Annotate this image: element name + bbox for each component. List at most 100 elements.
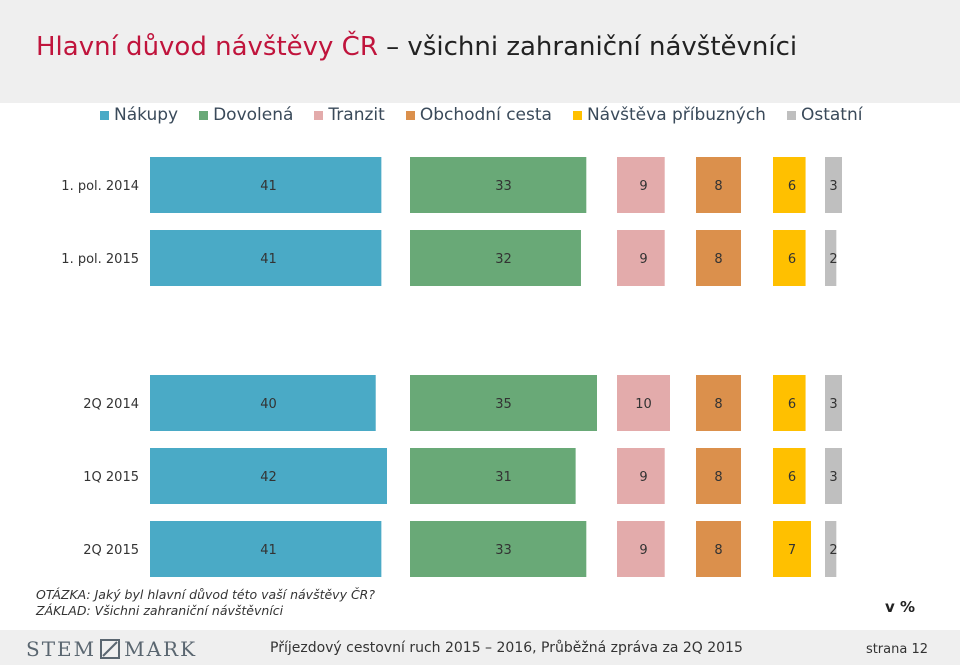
data-label: 9: [639, 543, 647, 558]
data-label: 6: [788, 179, 796, 194]
bar-ostatni: [825, 157, 842, 213]
bar-navsteva-pribuznych: [773, 521, 811, 577]
data-label: 40: [260, 397, 277, 412]
category-label: 1. pol. 2015: [61, 252, 139, 267]
category-label: 2Q 2015: [83, 543, 139, 558]
report-footer-text: Příjezdový cestovní ruch 2015 – 2016, Pr…: [270, 640, 743, 656]
bar-nakupy: [150, 448, 387, 504]
data-label: 41: [260, 252, 277, 267]
bar-obchodni-cesta: [696, 448, 741, 504]
legend-swatch: [100, 110, 109, 120]
data-label: 41: [260, 543, 277, 558]
data-label: 32: [495, 252, 512, 267]
survey-notes: OTÁZKA: Jaký byl hlavní důvod této vaší …: [36, 587, 375, 619]
bar-obchodni-cesta: [696, 157, 741, 213]
bar-dovolena: [410, 448, 576, 504]
data-label: 8: [714, 179, 722, 194]
data-label: 33: [495, 543, 512, 558]
data-label: 31: [495, 470, 512, 485]
title-rest: – všichni zahraniční návštěvníci: [377, 32, 798, 62]
bar-obchodni-cesta: [696, 521, 741, 577]
logo-text-left: STEM: [26, 637, 97, 661]
bar-navsteva-pribuznych: [773, 157, 806, 213]
legend-item-obchodni-cesta: Obchodní cesta: [405, 105, 552, 125]
data-label: 3: [829, 179, 837, 194]
category-label: 2Q 2014: [83, 397, 139, 412]
legend-item-tranzit: Tranzit: [314, 105, 385, 125]
data-label: 41: [260, 179, 277, 194]
bar-ostatni: [825, 375, 842, 431]
data-label: 2: [829, 543, 837, 558]
legend-item-ostatni: Ostatní: [786, 105, 863, 125]
bar-nakupy: [150, 521, 382, 577]
legend-item-dovolena: Dovolená: [199, 105, 293, 125]
data-label: 3: [829, 397, 837, 412]
legend-swatch: [405, 110, 415, 120]
data-label: 8: [714, 543, 722, 558]
data-label: 6: [788, 397, 796, 412]
bar-navsteva-pribuznych: [773, 230, 806, 286]
stem-mark-logo: STEM MARK: [26, 637, 197, 661]
legend-swatch: [199, 110, 209, 120]
logo-text-right: MARK: [124, 637, 198, 661]
data-label: 9: [639, 179, 647, 194]
page-number: strana 12: [865, 642, 928, 657]
bar-nakupy: [150, 375, 376, 431]
bar-chart: 1. pol. 2014 41 33 9 8 6 31. pol. 2015 41 32 9 8 6 2…: [61, 157, 842, 577]
bar-tranzit: [617, 375, 670, 431]
legend-swatch: [314, 110, 324, 120]
title-accent: Hlavní důvod návštěvy ČR: [36, 32, 378, 62]
data-label: 8: [714, 470, 722, 485]
legend-swatch: [786, 110, 796, 120]
bar-dovolena: [410, 375, 597, 431]
bar-dovolena: [410, 521, 587, 577]
data-label: 7: [788, 543, 796, 558]
bar-dovolena: [410, 230, 581, 286]
bar-navsteva-pribuznych: [773, 448, 806, 504]
bar-obchodni-cesta: [696, 230, 741, 286]
legend-label: Dovolená: [213, 105, 294, 125]
data-label: 33: [495, 179, 512, 194]
bar-nakupy: [150, 230, 382, 286]
bar-obchodni-cesta: [696, 375, 741, 431]
data-label: 8: [714, 252, 722, 267]
bar-tranzit: [617, 157, 665, 213]
bar-ostatni: [825, 448, 842, 504]
bar-nakupy: [150, 157, 382, 213]
category-label: 1. pol. 2014: [61, 179, 139, 194]
footer: STEM MARK Příjezdový cestovní ruch 2015 …: [0, 630, 960, 665]
bar-tranzit: [617, 448, 665, 504]
legend-item-navsteva-pribuznych: Návštěva příbuzných: [572, 105, 766, 125]
logo-mark-icon: [100, 639, 121, 659]
bar-tranzit: [617, 230, 665, 286]
page-title: Hlavní důvod návštěvy ČR – všichni zahra…: [36, 32, 797, 62]
bar-ostatni: [825, 521, 837, 577]
data-label: 9: [639, 470, 647, 485]
legend-swatch: [572, 110, 582, 120]
legend-label: Obchodní cesta: [419, 105, 552, 125]
legend-item-nakupy: Nákupy: [100, 105, 178, 125]
bar-dovolena: [410, 157, 587, 213]
chart-legend: Nákupy Dovolená Tranzit Obchodní cesta Návšt…: [100, 104, 883, 126]
data-label: 6: [788, 470, 796, 485]
data-label: 10: [635, 397, 652, 412]
question-note: OTÁZKA: Jaký byl hlavní důvod této vaší …: [36, 587, 376, 602]
legend-label: Nákupy: [114, 105, 179, 125]
bar-tranzit: [617, 521, 665, 577]
data-label: 8: [714, 397, 722, 412]
base-note: ZÁKLAD: Všichni zahraniční návštěvníci: [36, 603, 284, 618]
bar-ostatni: [825, 230, 837, 286]
data-label: 3: [829, 470, 837, 485]
data-label: 35: [495, 397, 512, 412]
legend-label: Tranzit: [328, 105, 385, 125]
data-label: 6: [788, 252, 796, 267]
data-label: 9: [639, 252, 647, 267]
bar-navsteva-pribuznych: [773, 375, 806, 431]
data-label: 2: [829, 252, 837, 267]
legend-label: Ostatní: [800, 105, 863, 125]
category-label: 1Q 2015: [83, 470, 139, 485]
header-band: [0, 0, 960, 103]
data-label: 42: [260, 470, 277, 485]
unit-label: v %: [884, 598, 915, 616]
legend-label: Návštěva příbuzných: [586, 105, 766, 125]
